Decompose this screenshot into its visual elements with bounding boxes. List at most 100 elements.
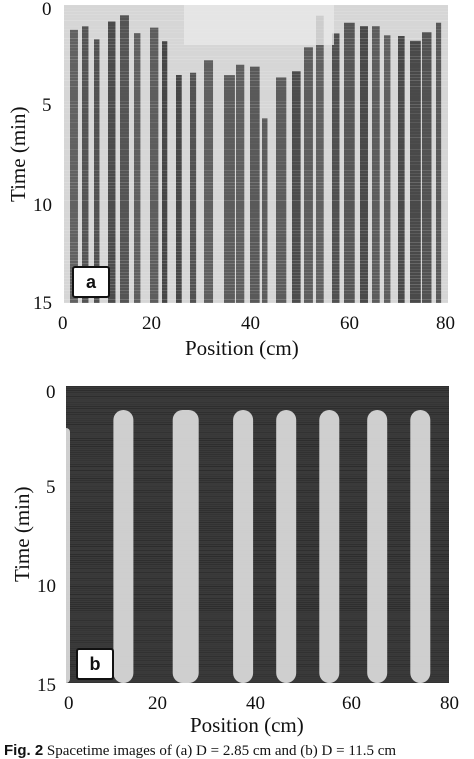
grain-a	[64, 194, 448, 195]
grain-b	[66, 626, 449, 627]
grain-b	[66, 498, 449, 499]
x-axis-title-a: Position (cm)	[185, 336, 299, 360]
grain-b	[66, 620, 449, 621]
stripe-a	[344, 22, 355, 303]
grain-b	[66, 476, 449, 477]
spacetime-image-a	[64, 5, 448, 303]
grain-b	[66, 590, 449, 591]
grain-b	[66, 546, 449, 547]
grain-b	[66, 474, 449, 475]
y-tick-b-0: 0	[46, 382, 56, 403]
grain-b	[66, 562, 449, 563]
grain-b	[66, 504, 449, 505]
grain-b	[66, 560, 449, 561]
grain-b	[66, 454, 449, 455]
grain-a	[64, 161, 448, 162]
grain-a	[64, 242, 448, 243]
grain-b	[66, 508, 449, 509]
band-b	[367, 410, 388, 683]
grain-b	[66, 514, 449, 515]
stripe-a	[398, 35, 405, 303]
grain-a	[64, 221, 448, 222]
y-tick-a-0: 0	[42, 0, 52, 20]
grain-b	[66, 636, 449, 637]
grain-b	[66, 578, 449, 579]
x-tick-a-40: 40	[241, 313, 260, 334]
stripe-a	[134, 33, 141, 303]
grain-b	[66, 526, 449, 527]
grain-b	[66, 408, 449, 409]
grain-a	[64, 212, 448, 213]
grain-b	[66, 412, 449, 413]
grain-b	[66, 592, 449, 593]
grain-a	[64, 128, 448, 129]
grain-b	[66, 502, 449, 503]
grain-a	[64, 179, 448, 180]
grain-a	[64, 101, 448, 102]
grain-a	[64, 137, 448, 138]
grain-b	[66, 666, 449, 667]
grain-a	[64, 200, 448, 201]
grain-b	[66, 678, 449, 679]
grain-b	[66, 518, 449, 519]
grain-b	[66, 492, 449, 493]
grain-b	[66, 670, 449, 671]
grain-b	[66, 444, 449, 445]
grain-b	[66, 676, 449, 677]
grain-b	[66, 612, 449, 613]
grain-a	[64, 107, 448, 108]
grain-a	[64, 299, 448, 300]
grain-a	[64, 119, 448, 120]
grain-b	[66, 460, 449, 461]
grain-b	[66, 598, 449, 599]
grain-b	[66, 478, 449, 479]
grain-a	[64, 89, 448, 90]
grain-b	[66, 458, 449, 459]
grain-b	[66, 550, 449, 551]
grain-a	[64, 155, 448, 156]
grain-b	[66, 544, 449, 545]
grain-b	[66, 588, 449, 589]
band-b	[66, 428, 70, 683]
grain-a	[64, 116, 448, 117]
grain-b	[66, 394, 449, 395]
stripe-a	[360, 26, 368, 303]
grain-a	[64, 113, 448, 114]
stripe-a	[262, 118, 268, 303]
stripe-a	[422, 32, 432, 303]
grain-a	[64, 71, 448, 72]
grain-a	[64, 50, 448, 51]
grain-b	[66, 392, 449, 393]
grain-b	[66, 648, 449, 649]
grain-b	[66, 414, 449, 415]
grain-b	[66, 610, 449, 611]
grain-b	[66, 448, 449, 449]
grain-b	[66, 450, 449, 451]
grain-a	[64, 170, 448, 171]
grain-b	[66, 602, 449, 603]
grain-a	[64, 164, 448, 165]
grain-b	[66, 530, 449, 531]
grain-b	[66, 402, 449, 403]
grain-a	[64, 191, 448, 192]
panel-letter-b: b	[76, 648, 114, 680]
caption-fig-label: Fig. 2	[4, 742, 44, 759]
grain-a	[64, 47, 448, 48]
grain-a	[64, 131, 448, 132]
stripe-a	[162, 41, 168, 303]
grain-a	[64, 110, 448, 111]
stripe-a	[108, 21, 116, 303]
grain-b	[66, 404, 449, 405]
stripe-a	[82, 26, 89, 303]
grain-b	[66, 390, 449, 391]
grain-b	[66, 486, 449, 487]
y-tick-b-15: 15	[37, 675, 56, 696]
grain-a	[64, 296, 448, 297]
grain-b	[66, 420, 449, 421]
grain-b	[66, 510, 449, 511]
band-b	[276, 410, 297, 683]
grain-b	[66, 630, 449, 631]
grain-b	[66, 628, 449, 629]
grain-b	[66, 522, 449, 523]
grain-a	[64, 182, 448, 183]
